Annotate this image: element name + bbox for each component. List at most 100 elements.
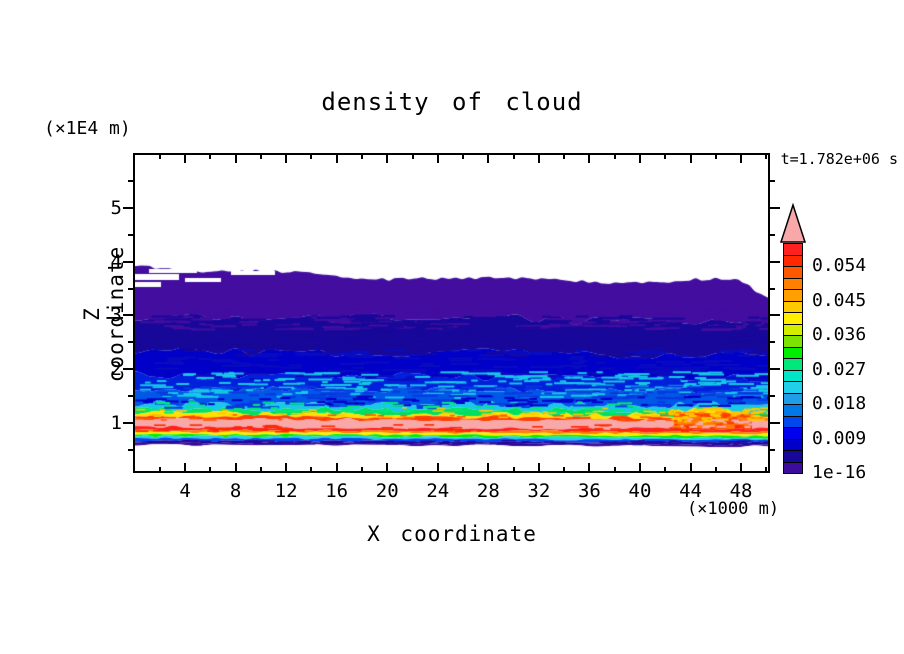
x-axis-tick bbox=[588, 463, 591, 471]
x-axis-tick bbox=[335, 155, 338, 163]
x-axis-tick bbox=[158, 467, 161, 471]
x-axis-tick bbox=[613, 155, 616, 159]
z-axis-tick bbox=[770, 180, 775, 183]
x-tick-label: 16 bbox=[325, 480, 349, 502]
z-axis-tick bbox=[770, 448, 775, 451]
x-axis-tick bbox=[537, 463, 540, 471]
colorbar-band bbox=[783, 312, 803, 325]
z-tick-label: 4 bbox=[110, 250, 122, 273]
x-axis-tick bbox=[259, 467, 262, 471]
colorbar-tick-label: 0.036 bbox=[812, 324, 867, 345]
z-axis-tick bbox=[770, 314, 780, 317]
x-axis-tick bbox=[436, 463, 439, 471]
x-tick-label: 40 bbox=[628, 480, 652, 502]
x-axis-label: X coordinate bbox=[367, 522, 537, 546]
x-axis-tick bbox=[209, 155, 212, 159]
x-axis-tick bbox=[285, 155, 288, 163]
x-axis-tick bbox=[360, 467, 363, 471]
x-tick-label: 4 bbox=[179, 480, 191, 502]
cloud-density-field bbox=[135, 155, 768, 471]
x-tick-label: 36 bbox=[577, 480, 601, 502]
colorbar-tick-label: 0.009 bbox=[812, 427, 867, 449]
x-axis-tick bbox=[689, 155, 692, 163]
z-axis-tick bbox=[123, 421, 133, 424]
z-axis-unit-label: (×1E4 m) bbox=[44, 118, 131, 139]
x-axis-tick bbox=[664, 155, 667, 159]
z-axis-tick bbox=[128, 394, 133, 397]
z-tick-label: 3 bbox=[110, 304, 122, 327]
z-axis-tick bbox=[770, 233, 775, 236]
x-axis-tick bbox=[512, 155, 515, 159]
x-axis-tick bbox=[487, 155, 490, 163]
x-axis-tick bbox=[158, 155, 161, 159]
z-axis-tick bbox=[770, 260, 780, 263]
colorbar-band bbox=[783, 369, 803, 382]
z-axis-tick bbox=[128, 287, 133, 290]
colorbar-tick-label: 1e-16 bbox=[812, 462, 867, 483]
x-axis-tick bbox=[411, 467, 414, 471]
x-axis-tick bbox=[436, 155, 439, 163]
x-axis-tick bbox=[487, 463, 490, 471]
colorbar-band bbox=[783, 358, 803, 371]
x-axis-tick bbox=[740, 155, 743, 163]
x-axis-tick bbox=[689, 463, 692, 471]
z-axis-tick bbox=[128, 180, 133, 183]
x-axis-tick bbox=[335, 463, 338, 471]
x-axis-tick bbox=[765, 155, 768, 159]
colorbar-band bbox=[783, 254, 803, 267]
x-axis-tick bbox=[209, 467, 212, 471]
colorbar-tick-label: 0.027 bbox=[812, 358, 867, 380]
colorbar-tick-label: 0.045 bbox=[812, 289, 867, 311]
x-axis-unit-label: (×1000 m) bbox=[686, 499, 780, 519]
x-axis-tick bbox=[386, 463, 389, 471]
z-tick-label: 2 bbox=[110, 358, 122, 381]
page-title: density of cloud bbox=[321, 88, 583, 116]
x-axis-tick bbox=[234, 155, 237, 163]
x-axis-tick bbox=[411, 155, 414, 159]
colorbar-tick-label: 0.018 bbox=[812, 393, 867, 414]
z-axis-tick bbox=[128, 233, 133, 236]
colorbar-overflow-arrow bbox=[779, 203, 807, 243]
colorbar-band bbox=[783, 450, 803, 463]
colorbar-band bbox=[783, 323, 803, 336]
x-tick-label: 28 bbox=[476, 480, 500, 502]
colorbar-band bbox=[783, 335, 803, 348]
colorbar-band bbox=[783, 266, 803, 279]
x-axis-tick bbox=[310, 155, 313, 159]
x-axis-tick bbox=[462, 155, 465, 159]
x-axis-tick bbox=[740, 463, 743, 471]
time-annotation: t=1.782e+06 s bbox=[780, 150, 898, 168]
x-axis-tick bbox=[360, 155, 363, 159]
x-axis-tick bbox=[638, 155, 641, 163]
x-axis-tick bbox=[537, 155, 540, 163]
z-axis-tick bbox=[770, 421, 780, 424]
x-axis-tick bbox=[638, 463, 641, 471]
x-axis-tick bbox=[714, 155, 717, 159]
x-axis-tick bbox=[588, 155, 591, 163]
x-tick-label: 44 bbox=[679, 480, 702, 502]
z-axis-tick bbox=[123, 314, 133, 317]
colorbar-band bbox=[783, 404, 803, 417]
z-axis-tick bbox=[123, 260, 133, 263]
colorbar-tick-label: 0.054 bbox=[812, 255, 867, 276]
z-tick-label: 5 bbox=[110, 197, 122, 219]
colorbar-band bbox=[783, 289, 803, 302]
colorbar-band bbox=[783, 381, 803, 394]
colorbar-band bbox=[783, 438, 803, 451]
x-axis-tick bbox=[765, 467, 768, 471]
x-axis-tick bbox=[512, 467, 515, 471]
colorbar-band bbox=[783, 346, 803, 359]
x-axis-tick bbox=[259, 155, 262, 159]
colorbar-band bbox=[783, 427, 803, 440]
z-axis-tick bbox=[128, 341, 133, 344]
x-tick-label: 20 bbox=[375, 480, 399, 502]
colorbar-band bbox=[783, 461, 803, 474]
x-axis-tick bbox=[234, 463, 237, 471]
x-axis-tick bbox=[310, 467, 313, 471]
x-axis-tick bbox=[664, 467, 667, 471]
x-axis-tick bbox=[613, 467, 616, 471]
x-axis-tick bbox=[462, 467, 465, 471]
plot-area bbox=[133, 153, 770, 473]
z-axis-tick bbox=[123, 207, 133, 209]
